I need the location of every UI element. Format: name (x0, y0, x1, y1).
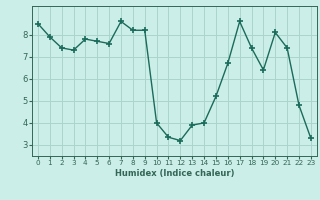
X-axis label: Humidex (Indice chaleur): Humidex (Indice chaleur) (115, 169, 234, 178)
